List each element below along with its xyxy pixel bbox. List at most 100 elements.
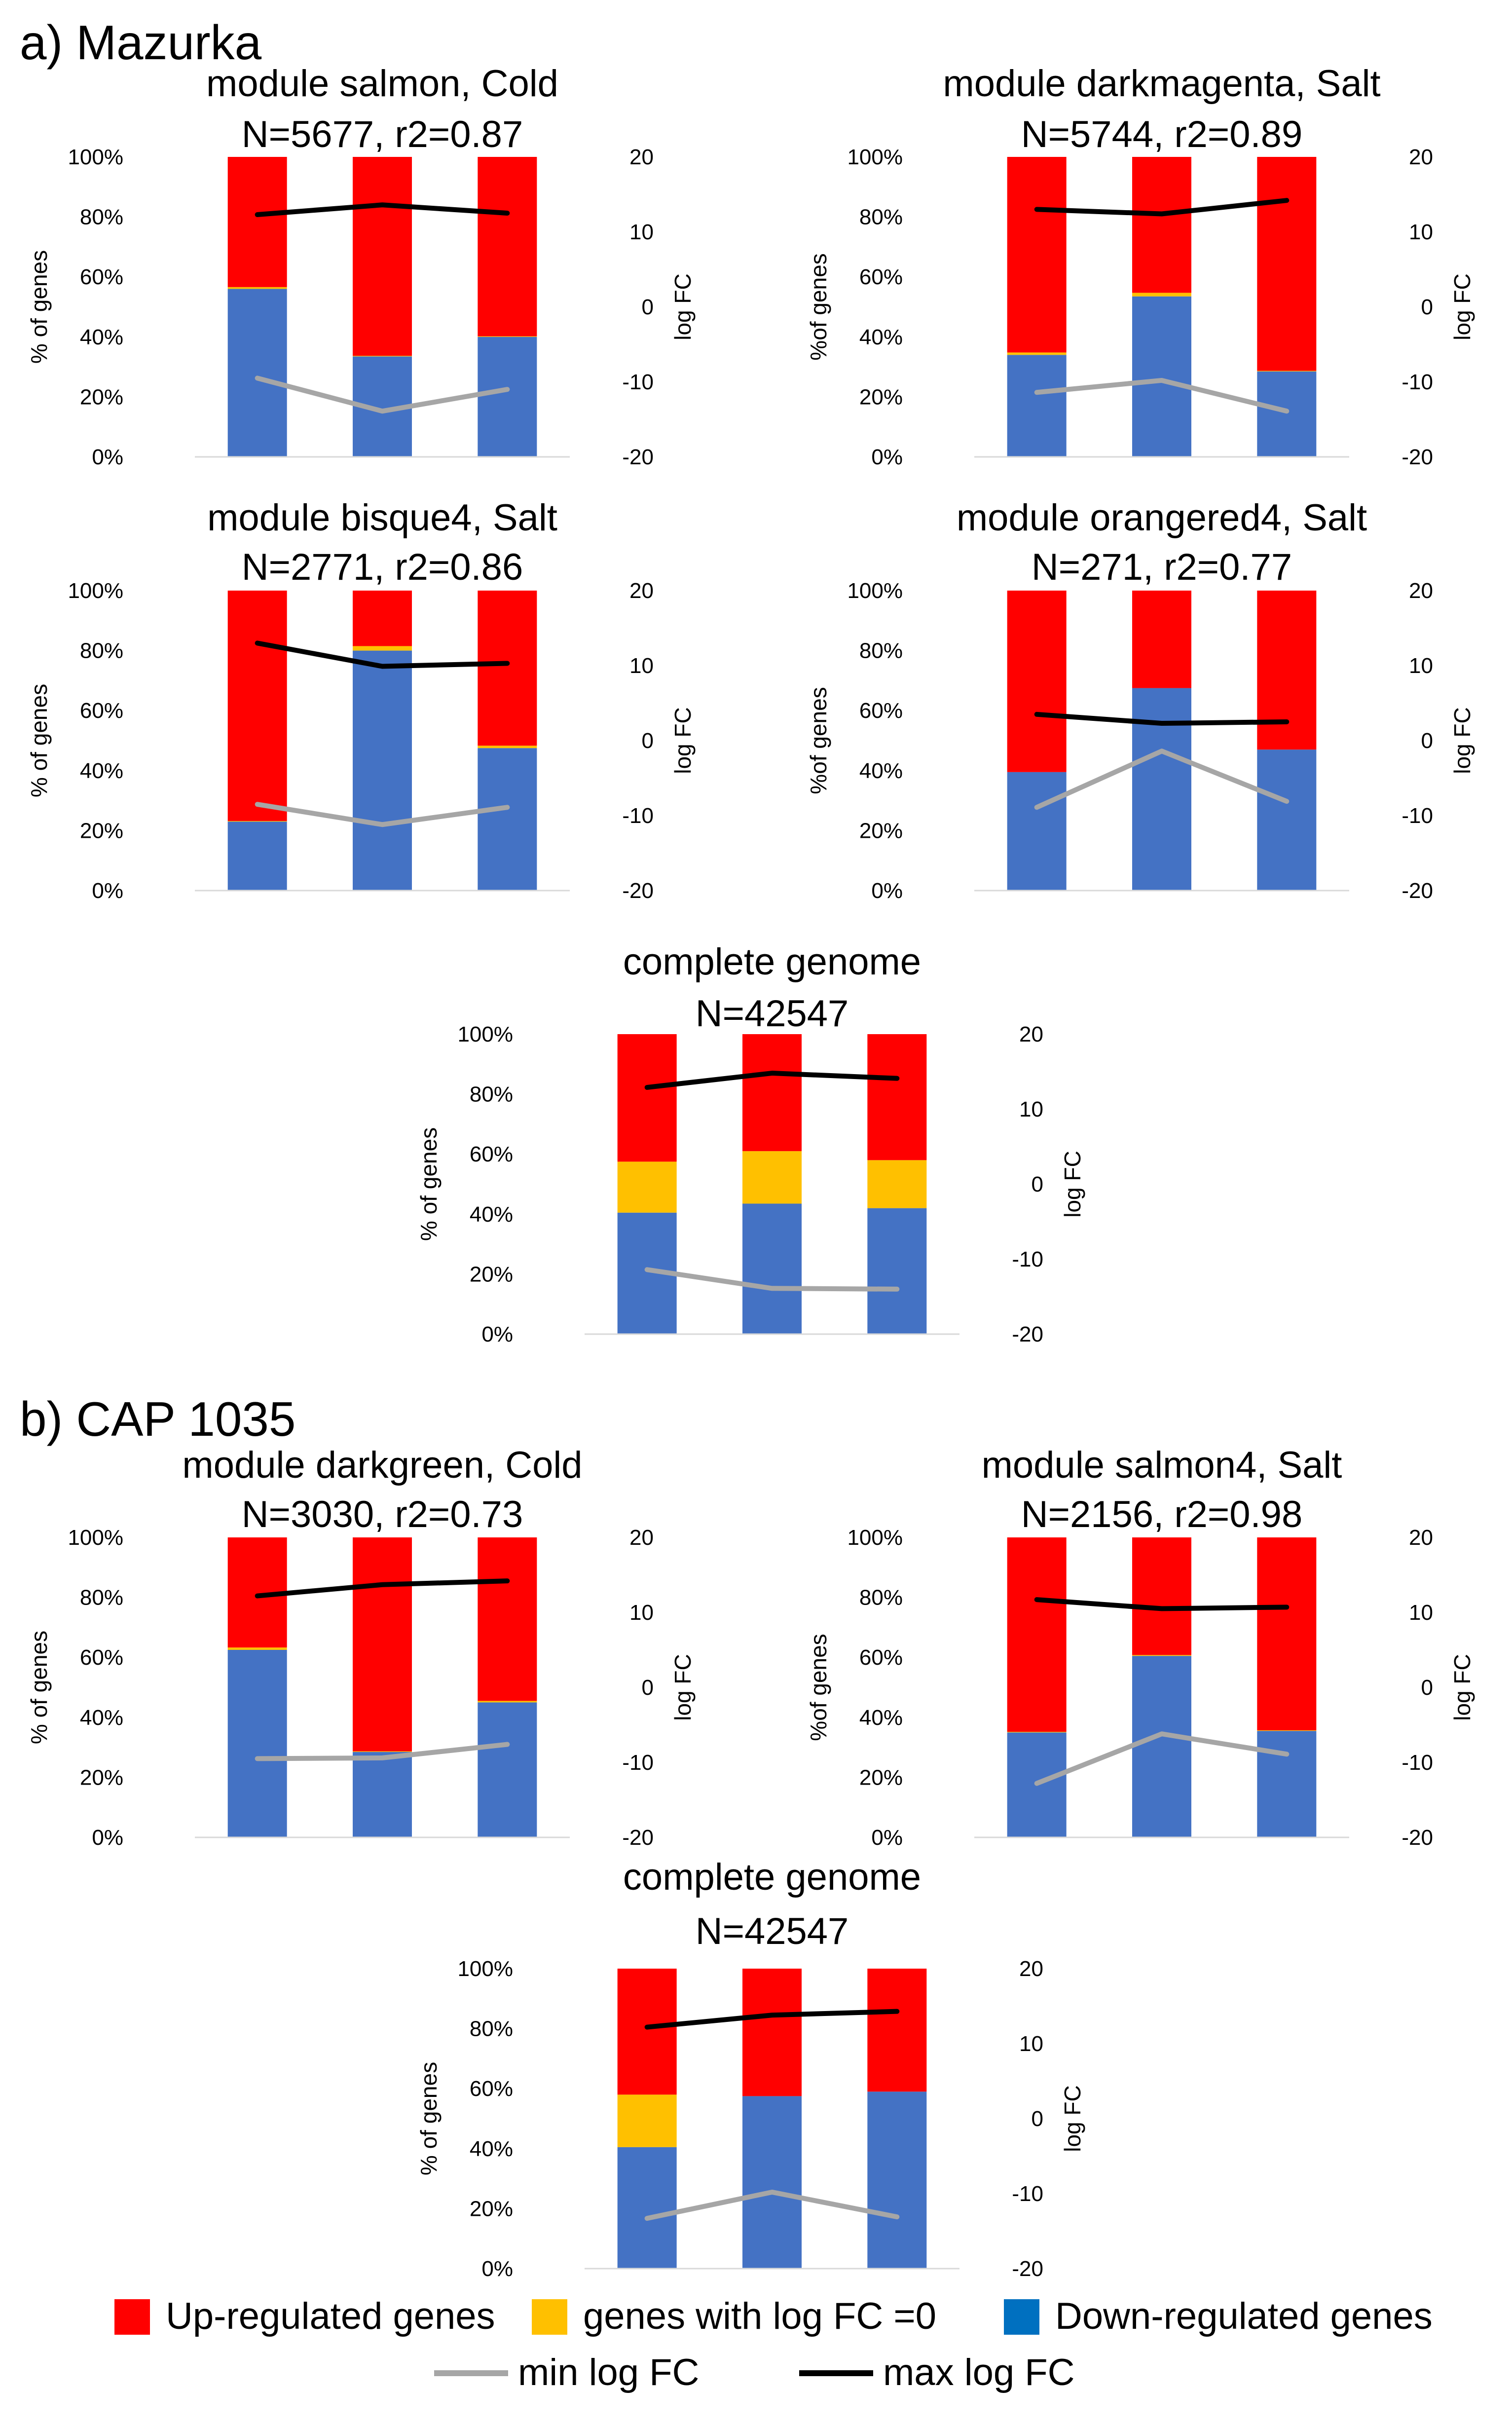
y-tick-label: 60% — [859, 265, 903, 289]
chart-title: module orangered4, Salt — [957, 497, 1367, 539]
chart-title: module darkgreen, Cold — [182, 1444, 582, 1486]
max-log-fc-line — [1034, 711, 1290, 726]
chart-subtitle: N=2771, r2=0.86 — [242, 546, 523, 588]
y-tick-label: 0% — [92, 1826, 123, 1850]
y2-tick-label: 0 — [642, 1676, 654, 1700]
bar-segment-zero — [227, 287, 287, 289]
y2-tick-label: 0 — [1421, 295, 1433, 319]
y-tick-label: 40% — [470, 2137, 513, 2161]
bar-segment-up — [478, 157, 537, 336]
y2-tick-label: 20 — [1409, 1526, 1433, 1550]
y-tick-label: 100% — [847, 1526, 903, 1550]
chart-1: module salmon, Cold N=5677, r2=0.87 0% 20% 4… — [26, 63, 696, 469]
chart-subtitle: N=42547 — [696, 1910, 849, 1952]
bar-segment-up — [1132, 1537, 1191, 1655]
max-log-fc-line — [644, 1071, 900, 1090]
y2-axis-label: log FC — [670, 273, 696, 340]
chart-5: complete genomeN=425470%20%40%60%80%100%… — [416, 941, 1085, 1346]
legend-zero-swatch — [532, 2299, 567, 2335]
bar-segment-up — [353, 1537, 412, 1752]
y2-tick-label: 20 — [1409, 579, 1433, 603]
bar-segment-up — [1007, 157, 1067, 353]
legend: Up-regulated genes genes with log FC =0 … — [114, 2295, 1433, 2393]
bar-segment-up — [617, 1969, 677, 2095]
y2-axis-label: log FC — [1449, 273, 1475, 340]
y-tick-label: 100% — [457, 1022, 513, 1046]
y-tick-label: 0% — [871, 879, 903, 903]
bar-segment-up — [742, 1034, 802, 1152]
y-tick-label: 60% — [470, 2077, 513, 2101]
bar-segment-up — [227, 591, 287, 821]
min-log-fc-line — [644, 2189, 900, 2221]
bar-segment-down — [1257, 1731, 1317, 1837]
y-tick-label: 0% — [92, 445, 123, 469]
legend-min-label: min log FC — [518, 2351, 699, 2393]
y2-tick-label: -10 — [1012, 1247, 1043, 1271]
y2-tick-label: 10 — [1409, 654, 1433, 678]
bar-segment-down — [353, 1752, 412, 1837]
y2-tick-label: -10 — [1401, 1751, 1433, 1775]
y-tick-label: 0% — [481, 1322, 513, 1346]
max-log-fc-line — [255, 640, 510, 669]
bar-segment-down — [478, 336, 537, 457]
charts: module salmon, Cold N=5677, r2=0.87 0% 20% 4… — [26, 63, 1475, 2281]
y2-tick-label: -10 — [622, 804, 654, 828]
bar-segment-up — [1257, 157, 1317, 371]
bar-segment-down — [617, 2147, 677, 2269]
min-log-fc-line — [1034, 1731, 1290, 1786]
y-tick-label: 40% — [80, 759, 123, 783]
y2-axis-label: log FC — [1060, 2085, 1085, 2152]
y-tick-label: 80% — [80, 205, 123, 229]
chart-subtitle: N=42547 — [696, 993, 849, 1035]
bar-segment-down — [1007, 772, 1067, 891]
bar-segment-down — [353, 650, 412, 891]
bar-segment-up — [1132, 157, 1191, 293]
min-log-fc-line — [255, 375, 510, 414]
y-tick-label: 100% — [847, 145, 903, 169]
y2-tick-label: -10 — [622, 370, 654, 394]
bar-segment-down — [1007, 355, 1067, 457]
legend-up-label: Up-regulated genes — [166, 2295, 495, 2337]
y-tick-label: 20% — [470, 1262, 513, 1286]
bar-segment-up — [1257, 591, 1317, 750]
bar-segment-down — [1132, 688, 1191, 891]
bar-segment-zero — [742, 1151, 802, 1204]
y-tick-label: 0% — [871, 1826, 903, 1850]
y-tick-label: 40% — [470, 1202, 513, 1227]
bar-segment-zero — [478, 1701, 537, 1703]
bar-segment-zero — [227, 1647, 287, 1650]
y2-axis-label: log FC — [670, 1654, 696, 1720]
max-log-fc-line — [255, 202, 510, 218]
y-tick-label: 40% — [80, 1706, 123, 1730]
y2-tick-label: -20 — [1401, 879, 1433, 903]
y-tick-label: 60% — [80, 699, 123, 723]
y2-axis-label: log FC — [1449, 1654, 1475, 1720]
y2-tick-label: 20 — [1409, 145, 1433, 169]
legend-down-swatch — [1004, 2299, 1039, 2335]
bar-segment-zero — [617, 2094, 677, 2147]
y2-tick-label: 20 — [1019, 1022, 1043, 1046]
max-log-fc-line — [1034, 1597, 1290, 1611]
legend-zero-label: genes with log FC =0 — [583, 2295, 936, 2337]
bar-segment-up — [353, 157, 412, 356]
y2-tick-label: 20 — [629, 1526, 654, 1550]
y-tick-label: 100% — [457, 1957, 513, 1981]
y2-tick-label: 10 — [1019, 2032, 1043, 2056]
bar-segment-up — [1257, 1537, 1317, 1730]
y-tick-label: 40% — [859, 325, 903, 349]
y-axis-label: %of genes — [806, 1634, 831, 1741]
chart-4: module orangered4, Salt N=271, r2=0.77 0% 2… — [806, 497, 1475, 903]
y2-tick-label: 10 — [1409, 1601, 1433, 1625]
chart-title: module darkmagenta, Salt — [943, 63, 1380, 105]
chart-subtitle: N=2156, r2=0.98 — [1021, 1493, 1302, 1535]
y-tick-label: 20% — [80, 819, 123, 843]
bar-segment-down — [478, 1702, 537, 1837]
bar-segment-down — [227, 1650, 287, 1837]
y2-tick-label: -20 — [1401, 1826, 1433, 1850]
chart-title: module salmon, Cold — [206, 63, 558, 105]
y-tick-label: 0% — [481, 2257, 513, 2281]
y2-tick-label: 0 — [1032, 2107, 1043, 2131]
y-tick-label: 20% — [470, 2197, 513, 2221]
y2-tick-label: -20 — [1401, 445, 1433, 469]
bar-segment-up — [1132, 591, 1191, 688]
